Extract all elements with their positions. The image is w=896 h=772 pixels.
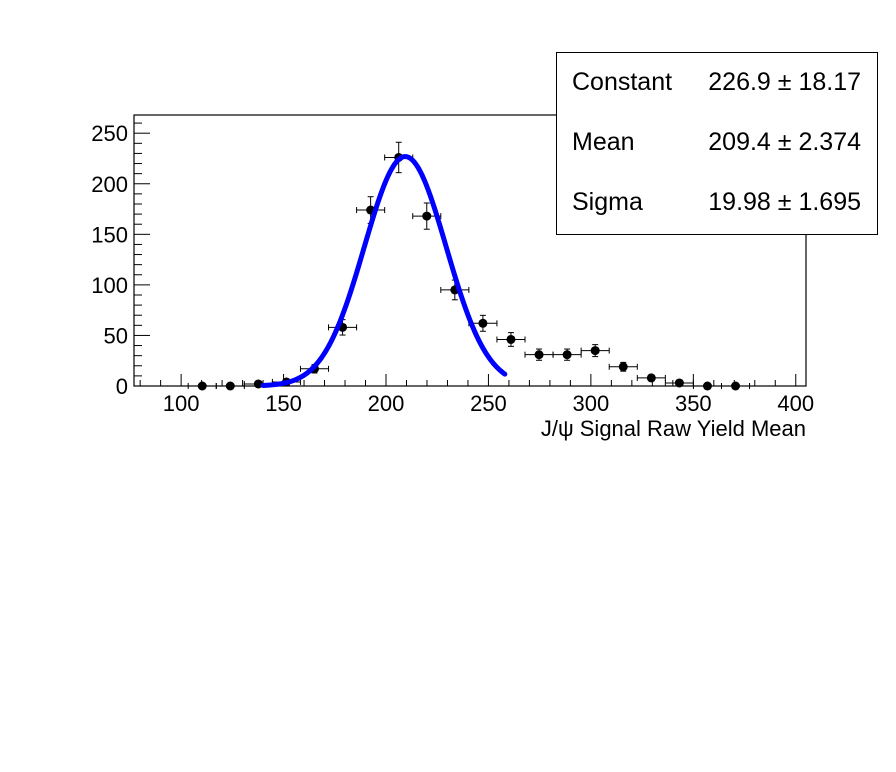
data-point: [187, 381, 217, 391]
marker: [253, 379, 263, 389]
x-tick-label: 300: [573, 391, 610, 416]
x-tick-label: 250: [470, 391, 507, 416]
marker: [618, 362, 628, 372]
y-tick-label: 100: [91, 273, 128, 298]
gaussian-fit-curve: [260, 154, 508, 388]
stats-row-mean: Mean 209.4 ± 2.374: [557, 128, 877, 168]
data-point: [356, 196, 386, 224]
stats-value: 19.98 ± 1.695: [708, 188, 861, 216]
stats-name: Constant: [572, 68, 673, 96]
data-point: [720, 381, 751, 391]
marker: [590, 346, 600, 356]
y-tick-label: 0: [116, 374, 128, 399]
y-axis: 0 50 100 150 200 250: [91, 121, 150, 399]
stats-value: 209.4 ± 2.374: [708, 128, 861, 156]
data-point: [664, 378, 694, 388]
stats-box: Constant 226.9 ± 18.17 Mean 209.4 ± 2.37…: [556, 52, 878, 235]
marker: [478, 318, 488, 328]
x-tick-label: 350: [675, 391, 712, 416]
data-point: [608, 361, 638, 372]
x-tick-label: 100: [163, 391, 200, 416]
data-point: [636, 373, 666, 383]
x-tick-label: 200: [368, 391, 405, 416]
stats-row-constant: Constant 226.9 ± 18.17: [557, 68, 877, 108]
y-tick-label: 50: [104, 323, 128, 348]
marker: [562, 350, 572, 360]
data-point: [496, 332, 526, 347]
marker: [646, 373, 656, 383]
marker: [674, 378, 684, 388]
y-tick-label: 150: [91, 222, 128, 247]
marker: [702, 381, 712, 391]
marker: [731, 381, 741, 391]
data-point: [692, 381, 722, 391]
marker: [506, 334, 516, 344]
marker: [534, 350, 544, 360]
data-point: [412, 202, 442, 230]
x-axis: 100 150 200 250 300 350 400: [139, 374, 814, 416]
data-point: [580, 344, 610, 358]
marker: [225, 381, 235, 391]
y-tick-label: 200: [91, 172, 128, 197]
stats-row-sigma: Sigma 19.98 ± 1.695: [557, 188, 877, 228]
y-tick-label: 250: [91, 121, 128, 146]
data-point: [552, 348, 582, 361]
plot-frame: [133, 114, 807, 387]
data-point: [524, 348, 554, 361]
data-point: [215, 381, 245, 391]
x-tick-label: 150: [265, 391, 302, 416]
stats-name: Mean: [572, 128, 635, 156]
stats-name: Sigma: [572, 188, 643, 216]
x-axis-title: J/ψ Signal Raw Yield Mean: [541, 416, 806, 441]
x-tick-label: 400: [777, 391, 814, 416]
stats-value: 226.9 ± 18.17: [708, 68, 861, 96]
marker: [197, 381, 207, 391]
marker: [422, 211, 432, 221]
